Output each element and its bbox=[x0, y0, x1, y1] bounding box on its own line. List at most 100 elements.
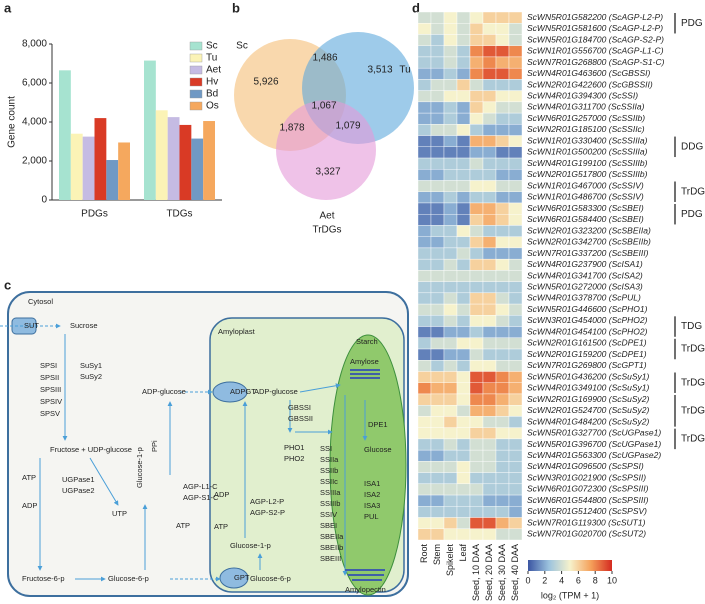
x-tick-label: PDGs bbox=[81, 209, 108, 220]
heatmap-cell bbox=[430, 382, 445, 395]
heatmap-cell bbox=[443, 427, 458, 440]
group-label: PDG bbox=[681, 18, 703, 29]
heatmap-cell bbox=[417, 67, 432, 80]
row-label: ScWN5R01G272000 (ScISA3) bbox=[527, 281, 643, 291]
heatmap-cell bbox=[482, 326, 497, 338]
row-label: ScWN5R01G581600 (ScAGP-L2-P) bbox=[527, 23, 663, 33]
heatmap-cell bbox=[508, 34, 523, 46]
heatmap-cell bbox=[456, 393, 471, 406]
heatmap-cell bbox=[456, 348, 471, 361]
diagram-label: Glucose-6-p bbox=[250, 574, 291, 583]
heatmap-cell bbox=[469, 270, 484, 282]
heatmap-cell bbox=[482, 225, 497, 237]
heatmap-cell bbox=[456, 528, 471, 541]
heatmap-cell bbox=[508, 225, 523, 237]
diagram-label: SPSI bbox=[40, 361, 57, 370]
heatmap-cell bbox=[443, 79, 458, 91]
heatmap-cell bbox=[508, 528, 523, 541]
heatmap-cell bbox=[456, 438, 471, 451]
bar bbox=[191, 138, 204, 200]
heatmap-cell bbox=[417, 348, 432, 361]
heatmap-cell bbox=[417, 135, 432, 148]
heatmap-cell bbox=[469, 494, 484, 507]
heatmap-cell bbox=[482, 180, 497, 192]
heatmap-cell bbox=[469, 23, 484, 35]
heatmap-cell bbox=[508, 483, 523, 496]
heatmap-cell bbox=[443, 348, 458, 361]
heatmap-cell bbox=[430, 427, 445, 440]
heatmap-cell bbox=[443, 247, 458, 260]
heatmap-cell bbox=[456, 292, 471, 305]
set-label: Sc bbox=[236, 41, 248, 52]
heatmap-cell bbox=[495, 472, 510, 485]
heatmap-cell bbox=[508, 315, 523, 327]
heatmap-cell bbox=[430, 191, 445, 204]
heatmap-cell bbox=[482, 371, 497, 383]
heatmap-cell bbox=[417, 101, 432, 114]
diagram-label: SSIV bbox=[320, 510, 337, 519]
region-count: 3,513 bbox=[367, 65, 392, 76]
bar bbox=[59, 70, 71, 200]
heatmap-cell bbox=[443, 461, 458, 473]
group-label: TDG bbox=[681, 321, 702, 332]
heatmap-cell bbox=[482, 494, 497, 507]
heatmap-cell bbox=[508, 348, 523, 361]
column-label: Seed, 10 DAA bbox=[471, 544, 481, 601]
heatmap-cell bbox=[417, 157, 432, 170]
column-label: Seed, 30 DAA bbox=[497, 544, 507, 601]
heatmap-cell bbox=[456, 404, 471, 417]
heatmap-cell bbox=[482, 281, 497, 294]
heatmap-cell bbox=[495, 258, 510, 271]
heatmap-cell bbox=[456, 416, 471, 428]
diagram-label: SuSy2 bbox=[80, 372, 102, 381]
heatmap-cell bbox=[417, 393, 432, 406]
heatmap-cell bbox=[430, 180, 445, 192]
heatmap-cell bbox=[417, 180, 432, 192]
region-count: 1,486 bbox=[312, 53, 337, 64]
heatmap-cell bbox=[469, 45, 484, 58]
heatmap-cell bbox=[508, 270, 523, 282]
heatmap-cell bbox=[508, 247, 523, 260]
y-tick-label: 6,000 bbox=[22, 78, 47, 89]
panel-label: d bbox=[412, 0, 420, 15]
heatmap-cell bbox=[456, 236, 471, 249]
starch-granule bbox=[329, 334, 407, 596]
set-label: Aet bbox=[319, 211, 334, 222]
heatmap-cell bbox=[430, 348, 445, 361]
heatmap-cell bbox=[482, 169, 497, 181]
heatmap-cell bbox=[482, 258, 497, 271]
legend-label: Aet bbox=[206, 65, 221, 76]
diagram-label: AGP-L1-C bbox=[183, 482, 218, 491]
heatmap-cell bbox=[443, 112, 458, 125]
legend-label: Sc bbox=[206, 41, 218, 52]
heatmap-cell bbox=[495, 34, 510, 46]
heatmap-cell bbox=[495, 270, 510, 282]
heatmap-cell bbox=[508, 292, 523, 305]
heatmap-cell bbox=[456, 135, 471, 148]
heatmap-cell bbox=[456, 427, 471, 440]
heatmap-cell bbox=[443, 438, 458, 451]
heatmap-cell bbox=[469, 247, 484, 260]
heatmap-cell bbox=[508, 303, 523, 316]
heatmap-cell bbox=[469, 483, 484, 496]
heatmap-cell bbox=[456, 472, 471, 485]
heatmap-cell bbox=[456, 270, 471, 282]
diagram-label: PHO2 bbox=[284, 454, 304, 463]
heatmap-cell bbox=[456, 56, 471, 69]
heatmap-cell bbox=[417, 124, 432, 136]
heatmap-cell bbox=[482, 135, 497, 148]
heatmap-cell bbox=[508, 449, 523, 462]
region-count: 1,067 bbox=[311, 101, 336, 112]
y-tick-label: 4,000 bbox=[22, 117, 47, 128]
heatmap-cell bbox=[456, 326, 471, 338]
heatmap-cell bbox=[469, 404, 484, 417]
diagram-label: SSI bbox=[320, 444, 332, 453]
heatmap-cell bbox=[430, 45, 445, 58]
heatmap-cell bbox=[469, 292, 484, 305]
bar bbox=[179, 124, 192, 200]
diagram-label: SPSV bbox=[40, 409, 60, 418]
heatmap-cell bbox=[430, 337, 445, 350]
heatmap-cell bbox=[430, 449, 445, 462]
heatmap-cell bbox=[430, 101, 445, 114]
row-label: ScWN2R01G517800 (ScSSIIIb) bbox=[527, 169, 648, 179]
